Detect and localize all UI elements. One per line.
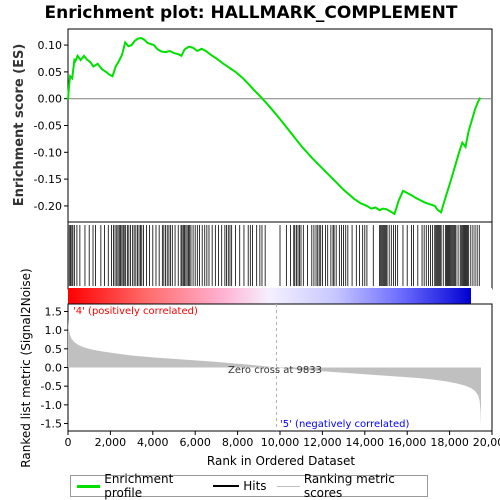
legend-swatch-ranking bbox=[276, 485, 300, 487]
ranked-list-x-tick-label: 4,000 bbox=[137, 436, 169, 449]
es-y-tick-label: -0.10 bbox=[34, 146, 62, 159]
ranked-list-x-tick-label: 18,000 bbox=[430, 436, 469, 449]
ranked-list-x-tick-label: 10,000 bbox=[261, 436, 300, 449]
ranked-list-y-tick-label: -1.0 bbox=[41, 399, 62, 412]
negative-correlation-label: '5' (negatively correlated) bbox=[280, 419, 409, 430]
ranked-list-y-axis-label: Ranked list metric (Signal2Noise) bbox=[19, 268, 33, 467]
ranked-list-x-axis: 0 2,000 4,000 6,000 8,000 10,000 12,000 14,000 1… bbox=[65, 431, 500, 449]
legend-label-enrichment: Enrichment profile bbox=[104, 472, 174, 500]
ranked-list-x-tick-label: 14,000 bbox=[346, 436, 385, 449]
ranked-list-x-tick-label: 20,000 bbox=[473, 436, 500, 449]
legend-item-enrichment: Enrichment profile bbox=[77, 472, 203, 500]
hits-marks bbox=[68, 225, 480, 286]
es-y-tick-label: 0.10 bbox=[38, 39, 63, 52]
legend-label-ranking: Ranking metric scores bbox=[303, 472, 395, 500]
es-y-tick-label: 0.05 bbox=[38, 66, 63, 79]
ranked-list-x-axis-label: Rank in Ordered Dataset bbox=[207, 454, 355, 468]
ranked-list-x-tick-label: 6,000 bbox=[179, 436, 211, 449]
ranked-list-y-tick-label: 0.0 bbox=[45, 362, 63, 375]
legend-item-ranking: Ranking metric scores bbox=[276, 472, 423, 500]
plot-title: Enrichment plot: HALLMARK_COMPLEMENT bbox=[44, 3, 457, 23]
positive-correlation-label: '4' (positively correlated) bbox=[73, 306, 198, 317]
es-y-tick-label: -0.05 bbox=[34, 120, 62, 133]
enrichment-profile-line bbox=[67, 37, 482, 216]
legend-swatch-hits bbox=[213, 485, 240, 487]
es-y-axis: 0.10 0.05 0.00 -0.05 -0.10 -0.15 -0.20 bbox=[34, 39, 68, 213]
ranked-metric-area bbox=[68, 318, 481, 428]
ranked-list-x-tick-label: 12,000 bbox=[303, 436, 342, 449]
ranking-color-bar bbox=[68, 288, 471, 304]
ranked-list-y-tick-label: -1.5 bbox=[41, 418, 62, 431]
ranked-list-x-tick-label: 16,000 bbox=[388, 436, 427, 449]
es-y-tick-label: -0.15 bbox=[34, 173, 62, 186]
es-y-tick-label: -0.20 bbox=[34, 200, 62, 213]
ranked-list-x-tick-label: 2,000 bbox=[95, 436, 127, 449]
es-y-axis-label: Enrichment score (ES) bbox=[12, 44, 27, 207]
legend-label-hits: Hits bbox=[243, 479, 267, 493]
ranked-list-y-tick-label: 1.0 bbox=[45, 324, 63, 337]
ranking-bar-tail bbox=[471, 288, 492, 304]
ranked-list-x-tick-label: 0 bbox=[65, 436, 72, 449]
ranked-list-y-tick-label: -0.5 bbox=[41, 380, 62, 393]
es-panel-frame bbox=[67, 28, 493, 223]
es-y-tick-label: 0.00 bbox=[38, 93, 63, 106]
ranked-list-y-tick-label: 0.5 bbox=[45, 343, 63, 356]
legend-item-hits: Hits bbox=[213, 479, 267, 493]
ranked-list-x-tick-label: 8,000 bbox=[222, 436, 254, 449]
zero-cross-label: Zero cross at 9833 bbox=[228, 365, 322, 376]
legend: Enrichment profile Hits Ranking metric s… bbox=[70, 472, 428, 500]
legend-swatch-enrichment bbox=[77, 484, 101, 488]
ranked-list-y-axis: 1.5 1.0 0.5 0.0 -0.5 -1.0 -1.5 bbox=[41, 305, 68, 431]
ranked-list-y-tick-label: 1.5 bbox=[45, 305, 63, 318]
